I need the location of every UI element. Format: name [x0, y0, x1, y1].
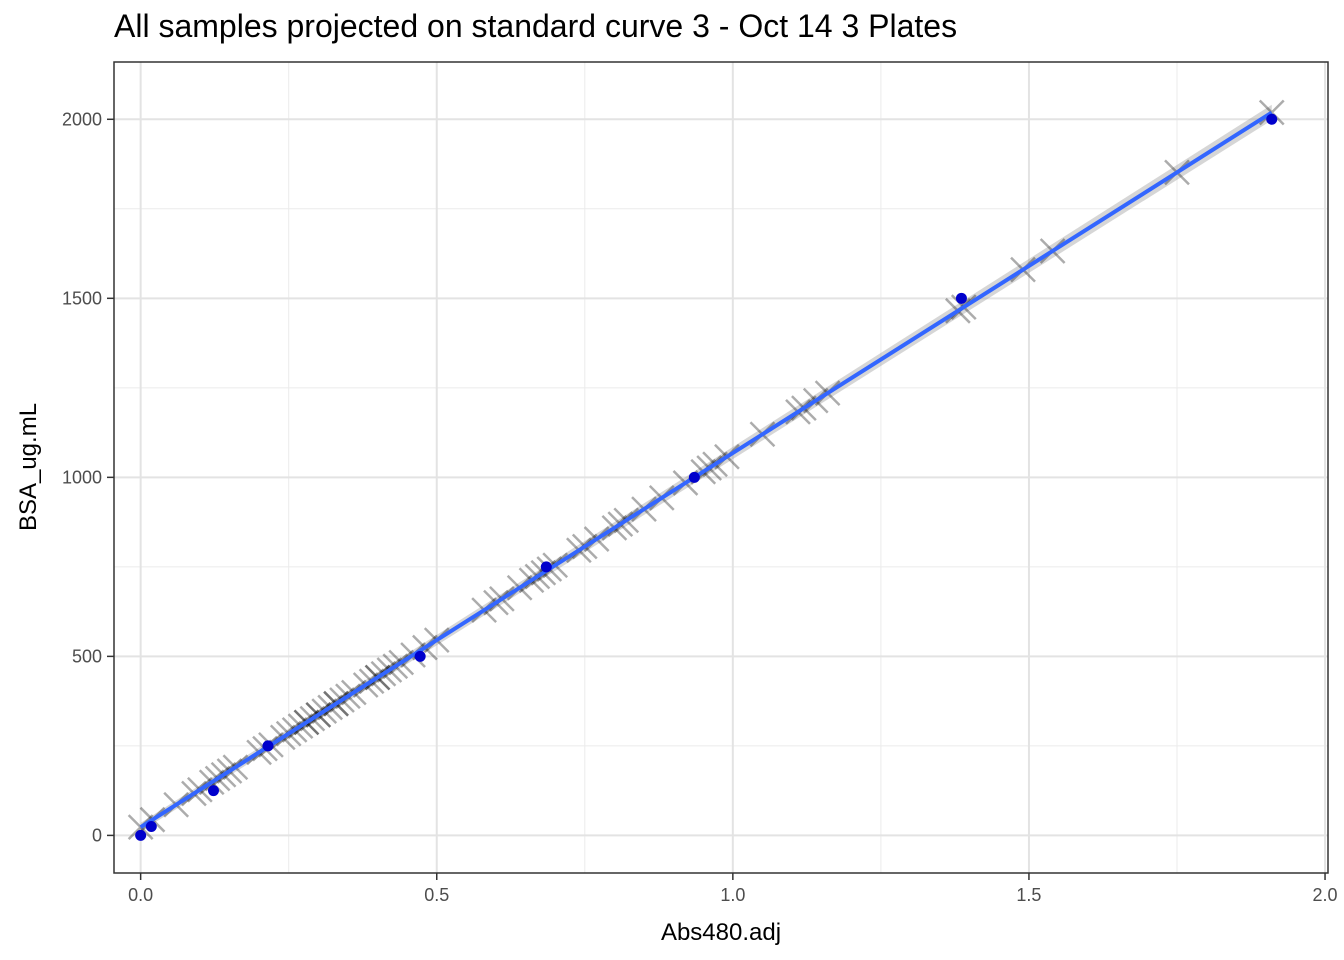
y-tick-label: 500: [72, 646, 102, 666]
grid-minor: [114, 62, 1328, 873]
x-axis-title: Abs480.adj: [661, 919, 781, 946]
plot-panel-border: [113, 61, 1329, 874]
x-tick-label: 2.0: [1313, 885, 1338, 905]
standard-point: [135, 829, 147, 841]
standard-points: [135, 113, 1278, 841]
standard-point: [688, 471, 700, 483]
x-tick-label: 1.5: [1016, 885, 1041, 905]
fit-line-path: [139, 110, 1273, 829]
plot-background: [114, 62, 1328, 873]
y-tick-label: 0: [92, 825, 102, 845]
grid-major: [114, 62, 1328, 873]
standard-point: [145, 820, 157, 832]
y-axis: 0 500 1000 1500 2000: [62, 109, 114, 845]
chart-title: All samples projected on standard curve …: [114, 8, 958, 44]
x-axis: 0.0 0.5 1.0 1.5 2.0: [128, 873, 1338, 905]
y-axis-title: BSA_ug.mL: [15, 403, 42, 531]
x-tick-label: 0.0: [128, 885, 153, 905]
y-tick-label: 1000: [62, 467, 102, 487]
x-tick-label: 0.5: [424, 885, 449, 905]
standard-point: [207, 785, 219, 797]
fit-line: [139, 110, 1273, 829]
standard-point: [1266, 113, 1278, 125]
standard-point: [262, 740, 274, 752]
standard-point: [540, 561, 552, 573]
y-tick-label: 1500: [62, 288, 102, 308]
standard-point: [414, 650, 426, 662]
x-tick-label: 1.0: [720, 885, 745, 905]
y-tick-label: 2000: [62, 109, 102, 129]
standard-point: [955, 292, 967, 304]
